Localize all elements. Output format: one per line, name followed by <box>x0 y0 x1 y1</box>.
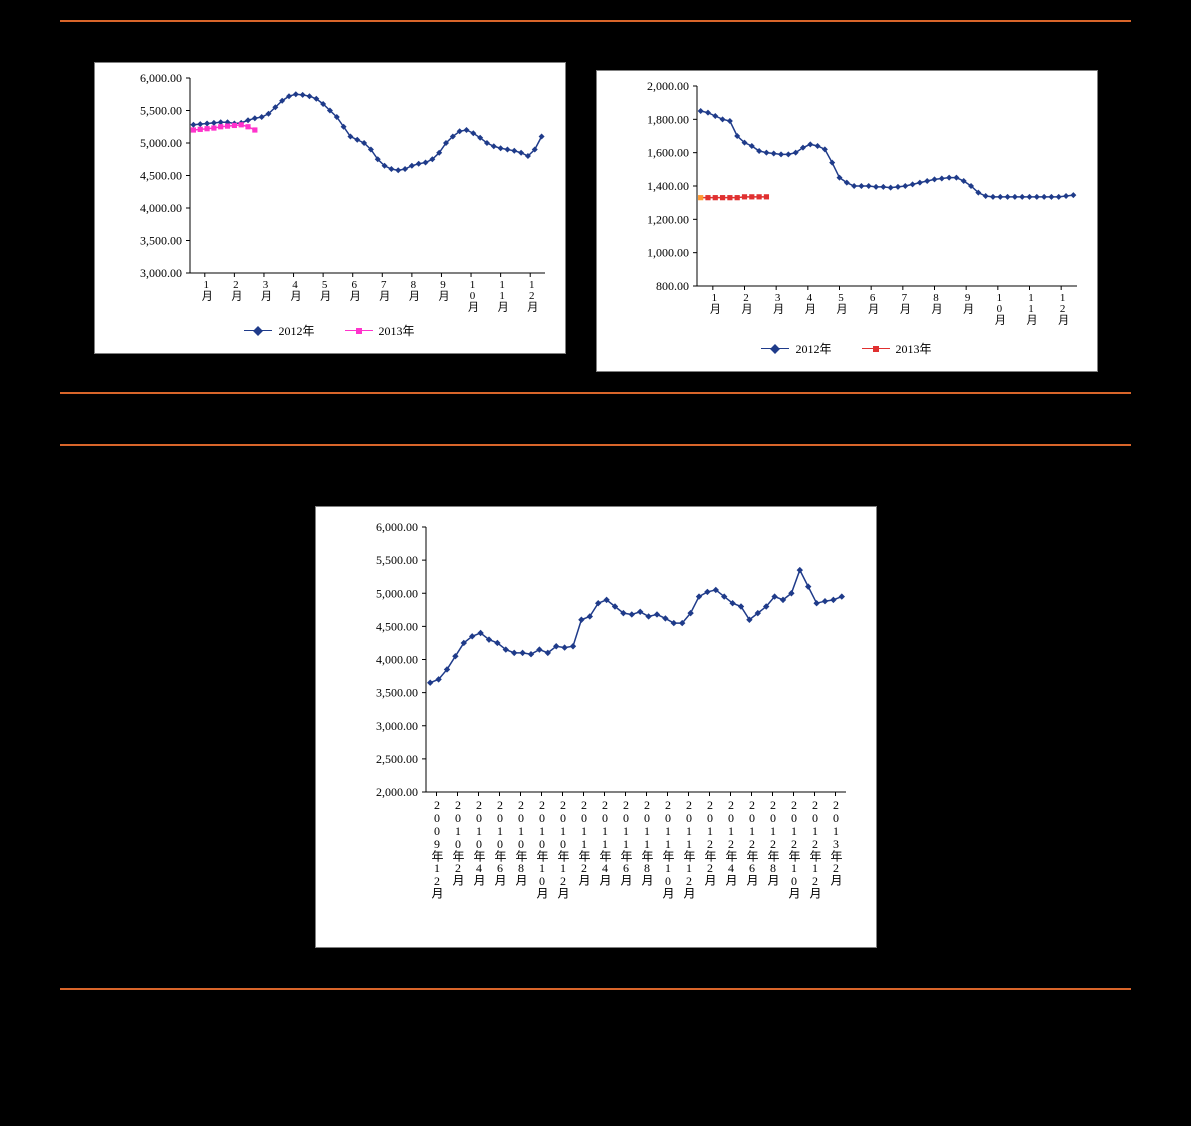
x-axis-label: 9月 <box>435 279 451 300</box>
x-axis-label: 6月 <box>346 279 362 300</box>
svg-text:2,000.00: 2,000.00 <box>647 79 689 93</box>
x-axis-label: 8月 <box>405 279 421 300</box>
x-axis-label: 2011年10月 <box>660 798 677 898</box>
legend-label: 2013年 <box>896 340 932 357</box>
x-axis-label: 2011年12月 <box>681 798 698 898</box>
x-axis-label: 2009年12月 <box>429 798 446 898</box>
svg-text:3,000.00: 3,000.00 <box>376 719 418 733</box>
x-axis-label: 2010年2月 <box>450 798 467 885</box>
svg-text:1,000.00: 1,000.00 <box>647 246 689 260</box>
x-axis-label: 4月 <box>801 292 817 313</box>
svg-text:1,400.00: 1,400.00 <box>647 179 689 193</box>
x-axis-label: 2010年12月 <box>555 798 572 898</box>
chart-1: 3,000.00 3,500.00 4,000.00 4,500.00 5,000.00… <box>94 62 566 354</box>
svg-text:4,000.00: 4,000.00 <box>140 201 182 215</box>
x-axis-label: 2012年2月 <box>702 798 719 885</box>
x-axis-label: 1月 <box>706 292 722 313</box>
x-axis-label: 11月 <box>494 279 510 311</box>
x-axis-label: 2010年6月 <box>492 798 509 885</box>
x-axis-label: 4月 <box>287 279 303 300</box>
x-axis-label: 2月 <box>738 292 754 313</box>
x-axis-label: 10月 <box>991 292 1007 324</box>
x-axis-label: 7月 <box>896 292 912 313</box>
svg-text:3,000.00: 3,000.00 <box>140 266 182 280</box>
legend: 2012年 2013年 <box>95 316 565 349</box>
x-axis-label: 2011年6月 <box>618 798 635 885</box>
chart-3: 2,000.00 2,500.00 3,000.00 3,500.00 4,000.00… <box>315 506 877 948</box>
x-axis-label: 10月 <box>465 279 481 311</box>
legend-label: 2012年 <box>278 322 314 339</box>
chart-2-plot: 800.00 1,000.00 1,200.00 1,400.00 1,600.00 1,… <box>597 71 1097 371</box>
svg-text:4,000.00: 4,000.00 <box>376 653 418 667</box>
x-axis-label: 12月 <box>1055 292 1071 324</box>
svg-text:6,000.00: 6,000.00 <box>140 71 182 85</box>
x-axis-label: 2010年8月 <box>513 798 530 885</box>
x-axis-label: 8月 <box>928 292 944 313</box>
legend-item: 2013年 <box>345 322 415 339</box>
svg-text:3,500.00: 3,500.00 <box>376 686 418 700</box>
svg-text:5,000.00: 5,000.00 <box>140 136 182 150</box>
x-axis-label: 2012年12月 <box>807 798 824 898</box>
svg-text:800.00: 800.00 <box>656 279 689 293</box>
row-2: 2,000.00 2,500.00 3,000.00 3,500.00 4,000.00… <box>0 446 1191 988</box>
svg-text:2,500.00: 2,500.00 <box>376 752 418 766</box>
x-axis-label: 7月 <box>376 279 392 300</box>
x-axis-label: 2012年6月 <box>744 798 761 885</box>
legend-item: 2012年 <box>761 340 831 357</box>
legend-item: 2012年 <box>244 322 314 339</box>
svg-text:4,500.00: 4,500.00 <box>140 169 182 183</box>
svg-text:5,000.00: 5,000.00 <box>376 586 418 600</box>
x-axis-label: 3月 <box>257 279 273 300</box>
x-axis-label: 2012年10月 <box>786 798 803 898</box>
x-axis-label: 2010年10月 <box>534 798 551 898</box>
legend-item: 2013年 <box>862 340 932 357</box>
x-axis-label: 11月 <box>1023 292 1039 324</box>
page: 3,000.00 3,500.00 4,000.00 4,500.00 5,000.00… <box>0 0 1191 1050</box>
x-axis-label: 2011年4月 <box>597 798 614 885</box>
svg-text:4,500.00: 4,500.00 <box>376 619 418 633</box>
row-1: 3,000.00 3,500.00 4,000.00 4,500.00 5,000.00… <box>0 22 1191 392</box>
x-axis-label: 2010年4月 <box>471 798 488 885</box>
x-axis-label: 1月 <box>198 279 214 300</box>
x-axis-label: 5月 <box>317 279 333 300</box>
svg-text:1,600.00: 1,600.00 <box>647 146 689 160</box>
chart-2: 800.00 1,000.00 1,200.00 1,400.00 1,600.00 1,… <box>596 70 1098 372</box>
x-axis-label: 6月 <box>865 292 881 313</box>
x-axis-label: 5月 <box>833 292 849 313</box>
x-axis-label: 2012年8月 <box>765 798 782 885</box>
x-axis-label: 2013年2月 <box>828 798 845 885</box>
x-axis-label: 12月 <box>524 279 540 311</box>
legend-label: 2013年 <box>379 322 415 339</box>
x-axis-label: 3月 <box>770 292 786 313</box>
legend: 2012年 2013年 <box>597 334 1097 367</box>
svg-text:1,800.00: 1,800.00 <box>647 112 689 126</box>
svg-text:5,500.00: 5,500.00 <box>140 104 182 118</box>
svg-text:6,000.00: 6,000.00 <box>376 520 418 534</box>
svg-text:2,000.00: 2,000.00 <box>376 785 418 799</box>
x-axis-label: 2012年4月 <box>723 798 740 885</box>
svg-text:1,200.00: 1,200.00 <box>647 212 689 226</box>
x-axis-label: 2011年8月 <box>639 798 656 885</box>
svg-text:5,500.00: 5,500.00 <box>376 553 418 567</box>
x-axis-label: 9月 <box>960 292 976 313</box>
svg-text:3,500.00: 3,500.00 <box>140 234 182 248</box>
x-axis-label: 2011年2月 <box>576 798 593 885</box>
legend-label: 2012年 <box>795 340 831 357</box>
x-axis-label: 2月 <box>228 279 244 300</box>
